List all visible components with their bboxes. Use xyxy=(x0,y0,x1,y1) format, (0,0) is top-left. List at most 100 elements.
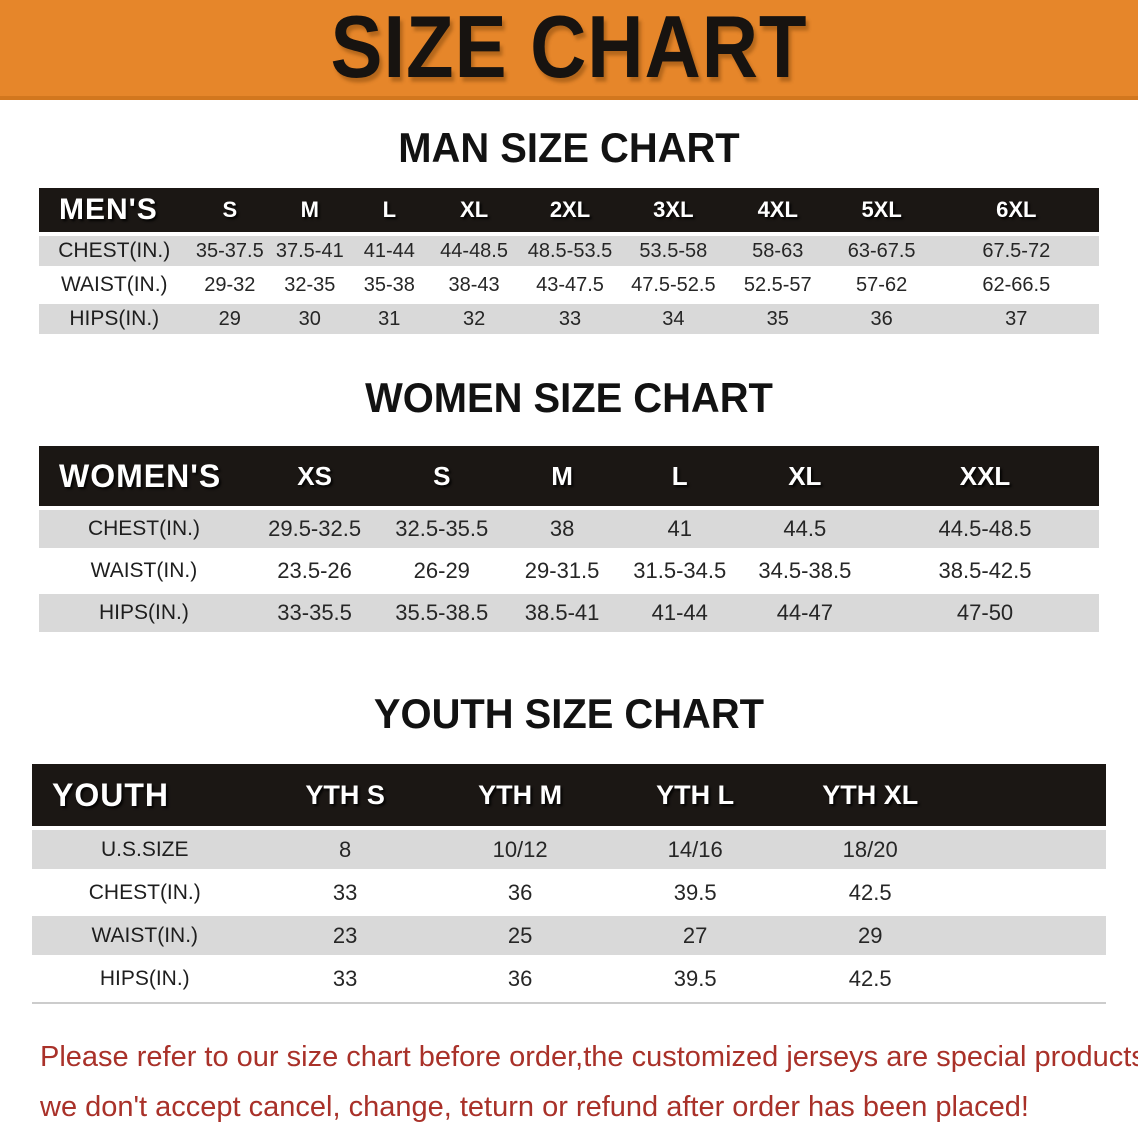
size-value: 35 xyxy=(725,304,830,334)
size-col-header: 5XL xyxy=(829,188,934,232)
size-value: 42.5 xyxy=(782,959,958,998)
size-value: 52.5-57 xyxy=(725,270,830,300)
table-row: CHEST(IN.) 35-37.5 37.5-41 41-44 44-48.5 48.5… xyxy=(39,236,1099,266)
row-label: WAIST(IN.) xyxy=(32,916,258,955)
youth-table-body: U.S.SIZE 8 10/12 14/16 18/20 CHEST(IN.) 33 36 39… xyxy=(32,830,1106,998)
women-section-heading: WOMEN SIZE CHART xyxy=(365,374,773,421)
size-col-header: M xyxy=(270,188,350,232)
row-label: CHEST(IN.) xyxy=(32,873,258,912)
size-value: 39.5 xyxy=(607,959,783,998)
youth-section-heading: YOUTH SIZE CHART xyxy=(373,690,765,737)
size-value: 67.5-72 xyxy=(933,236,1099,266)
size-value: 8 xyxy=(257,830,433,869)
size-col-header: M xyxy=(503,446,621,506)
youth-table-label: YOUTH xyxy=(32,764,258,826)
size-value xyxy=(957,916,1106,955)
size-value: 29 xyxy=(189,304,271,334)
size-col-header: XL xyxy=(429,188,520,232)
men-table-header-row: MEN'S S M L XL 2XL 3XL 4XL 5XL 6XL xyxy=(39,188,1099,232)
women-size-table: WOMEN'S XS S M L XL XXL CHEST(IN.) 29.5-3… xyxy=(39,442,1099,636)
size-col-header: XS xyxy=(248,446,381,506)
size-value xyxy=(957,830,1106,869)
size-col-header: S xyxy=(380,446,504,506)
size-value: 41-44 xyxy=(349,236,430,266)
row-label: HIPS(IN.) xyxy=(32,959,258,998)
size-value: 33 xyxy=(519,304,621,334)
size-value: 39.5 xyxy=(607,873,783,912)
table-row: CHEST(IN.) 29.5-32.5 32.5-35.5 38 41 44.5 44.5… xyxy=(39,510,1099,548)
size-value: 18/20 xyxy=(782,830,958,869)
men-section-heading: MAN SIZE CHART xyxy=(398,124,740,171)
size-value: 30 xyxy=(270,304,350,334)
table-row: HIPS(IN.) 29 30 31 32 33 34 35 36 37 xyxy=(39,304,1099,334)
size-col-header: L xyxy=(349,188,430,232)
size-value: 31 xyxy=(349,304,430,334)
size-value: 57-62 xyxy=(829,270,934,300)
youth-table-header-row: YOUTH YTH S YTH M YTH L YTH XL xyxy=(32,764,1106,826)
size-value: 35-38 xyxy=(349,270,430,300)
disclaimer-line-2: we don't accept cancel, change, teturn o… xyxy=(40,1091,1029,1123)
size-col-header: L xyxy=(620,446,739,506)
size-value: 14/16 xyxy=(607,830,783,869)
size-value: 32-35 xyxy=(270,270,350,300)
size-value: 29-31.5 xyxy=(503,552,621,590)
size-value: 47.5-52.5 xyxy=(620,270,726,300)
size-value: 38-43 xyxy=(429,270,520,300)
size-value xyxy=(957,959,1106,998)
row-label: WAIST(IN.) xyxy=(39,270,190,300)
size-col-header: YTH L xyxy=(607,764,783,826)
size-value: 32 xyxy=(429,304,520,334)
row-label: HIPS(IN.) xyxy=(39,594,249,632)
men-table-label: MEN'S xyxy=(39,188,190,232)
size-value: 38.5-42.5 xyxy=(871,552,1099,590)
size-value: 27 xyxy=(607,916,783,955)
row-label: U.S.SIZE xyxy=(32,830,258,869)
table-row: WAIST(IN.) 23 25 27 29 xyxy=(32,916,1106,955)
row-label: CHEST(IN.) xyxy=(39,510,249,548)
size-value: 10/12 xyxy=(432,830,608,869)
size-value: 44.5 xyxy=(738,510,872,548)
size-value: 32.5-35.5 xyxy=(380,510,504,548)
size-col-header: 3XL xyxy=(620,188,726,232)
size-value: 25 xyxy=(432,916,608,955)
size-value: 34 xyxy=(620,304,726,334)
size-col-header: YTH M xyxy=(432,764,608,826)
men-table-body: CHEST(IN.) 35-37.5 37.5-41 41-44 44-48.5 48.5… xyxy=(39,236,1099,334)
size-value: 23.5-26 xyxy=(248,552,381,590)
table-row: CHEST(IN.) 33 36 39.5 42.5 xyxy=(32,873,1106,912)
row-label: CHEST(IN.) xyxy=(39,236,190,266)
size-value: 33 xyxy=(257,873,433,912)
size-value: 44-48.5 xyxy=(429,236,520,266)
size-value: 29.5-32.5 xyxy=(248,510,381,548)
women-table-label: WOMEN'S xyxy=(39,446,249,506)
size-col-header: 6XL xyxy=(933,188,1099,232)
size-value: 42.5 xyxy=(782,873,958,912)
women-table-header-row: WOMEN'S XS S M L XL XXL xyxy=(39,446,1099,506)
size-value: 37 xyxy=(933,304,1099,334)
table-row: U.S.SIZE 8 10/12 14/16 18/20 xyxy=(32,830,1106,869)
size-value: 36 xyxy=(432,959,608,998)
size-value: 38.5-41 xyxy=(503,594,621,632)
table-row: HIPS(IN.) 33-35.5 35.5-38.5 38.5-41 41-44 44-… xyxy=(39,594,1099,632)
table-row: HIPS(IN.) 33 36 39.5 42.5 xyxy=(32,959,1106,998)
banner: SIZE CHART xyxy=(0,0,1138,100)
size-value: 58-63 xyxy=(725,236,830,266)
size-value: 63-67.5 xyxy=(829,236,934,266)
size-value: 33-35.5 xyxy=(248,594,381,632)
header-filler xyxy=(957,764,1106,826)
size-value: 43-47.5 xyxy=(519,270,621,300)
size-value: 35-37.5 xyxy=(189,236,271,266)
size-value: 62-66.5 xyxy=(933,270,1099,300)
size-value: 33 xyxy=(257,959,433,998)
size-value: 29-32 xyxy=(189,270,271,300)
disclaimer-line-1: Please refer to our size chart before or… xyxy=(40,1041,1138,1073)
disclaimer-note: Please refer to our size chart before or… xyxy=(40,1032,1138,1132)
size-col-header: YTH S xyxy=(257,764,433,826)
size-value: 35.5-38.5 xyxy=(380,594,504,632)
size-value: 38 xyxy=(503,510,621,548)
youth-size-table: YOUTH YTH S YTH M YTH L YTH XL U.S.SIZE 8… xyxy=(32,760,1106,1004)
size-value: 36 xyxy=(432,873,608,912)
size-value: 44-47 xyxy=(738,594,872,632)
size-col-header: 2XL xyxy=(519,188,621,232)
